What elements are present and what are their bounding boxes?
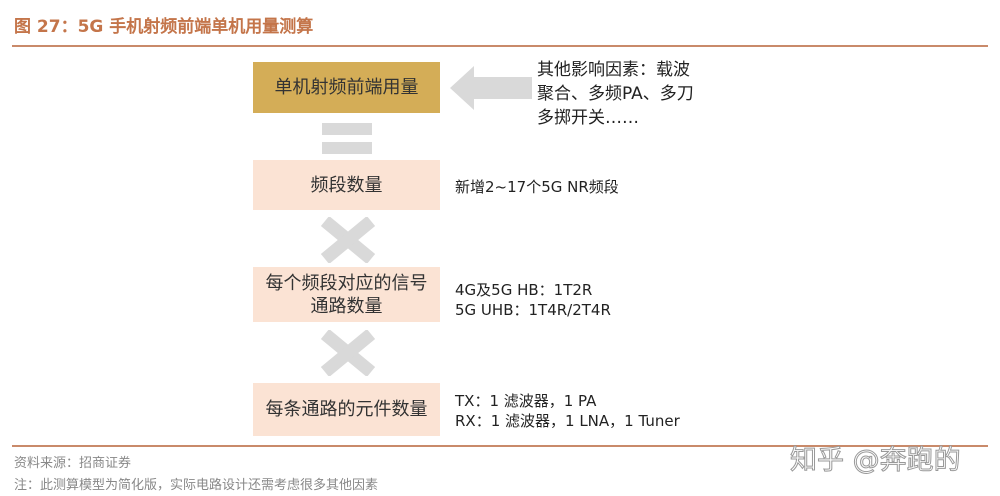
footer-divider [12,445,988,447]
bands-note: 新增2~17个5G NR频段 [455,178,619,196]
box-total-usage: 单机射频前端用量 [253,62,440,113]
components-note-line: TX：1 滤波器，1 PA [455,392,597,410]
other-factors-line: 其他影响因素：载波 [537,60,690,80]
equals-icon [322,142,372,154]
figure-title: 图 27：5G 手机射频前端单机用量测算 [14,17,314,37]
watermark: 知乎 @奔跑的 [790,445,962,477]
multiply-icon [321,217,375,263]
box-components: 每条通路的元件数量 [253,383,440,436]
left-arrow-icon [450,66,532,110]
paths-note-line: 5G UHB：1T4R/2T4R [455,301,611,319]
source-text: 资料来源：招商证券 [14,456,132,471]
box-band-count: 频段数量 [253,160,440,210]
box-signal-paths: 每个频段对应的信号通路数量 [253,267,440,322]
equals-icon [322,123,372,135]
components-note-line: RX：1 滤波器，1 LNA，1 Tuner [455,412,680,430]
paths-note-line: 4G及5G HB：1T2R [455,281,593,299]
multiply-icon [321,330,375,376]
title-divider [12,45,988,47]
other-factors-line: 多掷开关…… [537,108,639,128]
remark-text: 注：此测算模型为简化版，实际电路设计还需考虑很多其他因素 [14,478,379,493]
other-factors-line: 聚合、多频PA、多刀 [537,84,694,104]
